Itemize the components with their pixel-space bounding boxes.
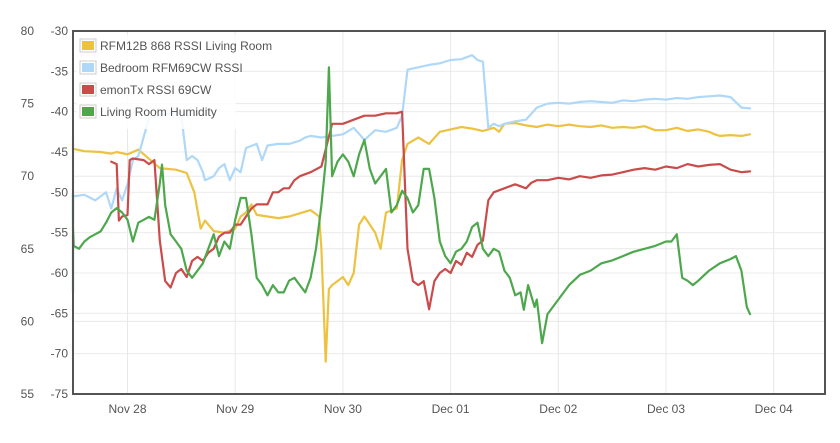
legend-swatch-2	[82, 85, 94, 94]
x-tick-5: Dec 03	[647, 402, 685, 416]
legend: RFM12B 868 RSSI Living Room Bedroom RFM6…	[76, 35, 272, 129]
y-right-tick-2: -40	[51, 105, 69, 119]
y-right-tick-4: -50	[51, 185, 69, 199]
y-left-tick-2: 70	[21, 169, 35, 183]
plot-border	[72, 30, 826, 395]
x-tick-4: Dec 02	[539, 402, 577, 416]
axis-ticks: 80 75 70 65 60 55 -30 -35 -40 -45 -50 -55 -60 -65 -70 -…	[21, 24, 793, 416]
series-lines	[71, 54, 752, 363]
y-right-tick-1: -35	[51, 64, 69, 78]
legend-label-0: RFM12B 868 RSSI Living Room	[100, 39, 272, 53]
x-tick-0: Nov 28	[108, 402, 146, 416]
series-line-0	[71, 121, 752, 363]
y-right-tick-5: -55	[51, 226, 69, 240]
legend-swatch-1	[82, 63, 94, 72]
y-right-tick-8: -70	[51, 347, 69, 361]
x-tick-2: Nov 30	[324, 402, 362, 416]
y-right-tick-7: -65	[51, 306, 69, 320]
y-right-tick-0: -30	[51, 24, 69, 38]
series-line-3	[71, 66, 752, 345]
y-left-tick-4: 60	[21, 314, 35, 328]
x-tick-3: Dec 01	[432, 402, 470, 416]
y-left-tick-3: 65	[21, 242, 35, 256]
y-right-tick-9: -75	[51, 387, 69, 401]
x-tick-1: Nov 29	[216, 402, 254, 416]
legend-background	[76, 35, 236, 129]
legend-label-2: emonTx RSSI 69CW	[100, 83, 212, 97]
legend-swatch-0	[82, 41, 94, 50]
legend-label-1: Bedroom RFM69CW RSSI	[100, 61, 243, 75]
legend-swatch-3	[82, 107, 94, 116]
series-line-2	[110, 110, 752, 311]
legend-label-3: Living Room Humidity	[100, 105, 217, 119]
y-left-tick-0: 80	[21, 24, 35, 38]
y-right-tick-6: -60	[51, 266, 69, 280]
x-tick-6: Dec 04	[755, 402, 793, 416]
y-right-tick-3: -45	[51, 145, 69, 159]
y-left-tick-5: 55	[21, 387, 35, 401]
y-left-tick-1: 75	[21, 97, 35, 111]
